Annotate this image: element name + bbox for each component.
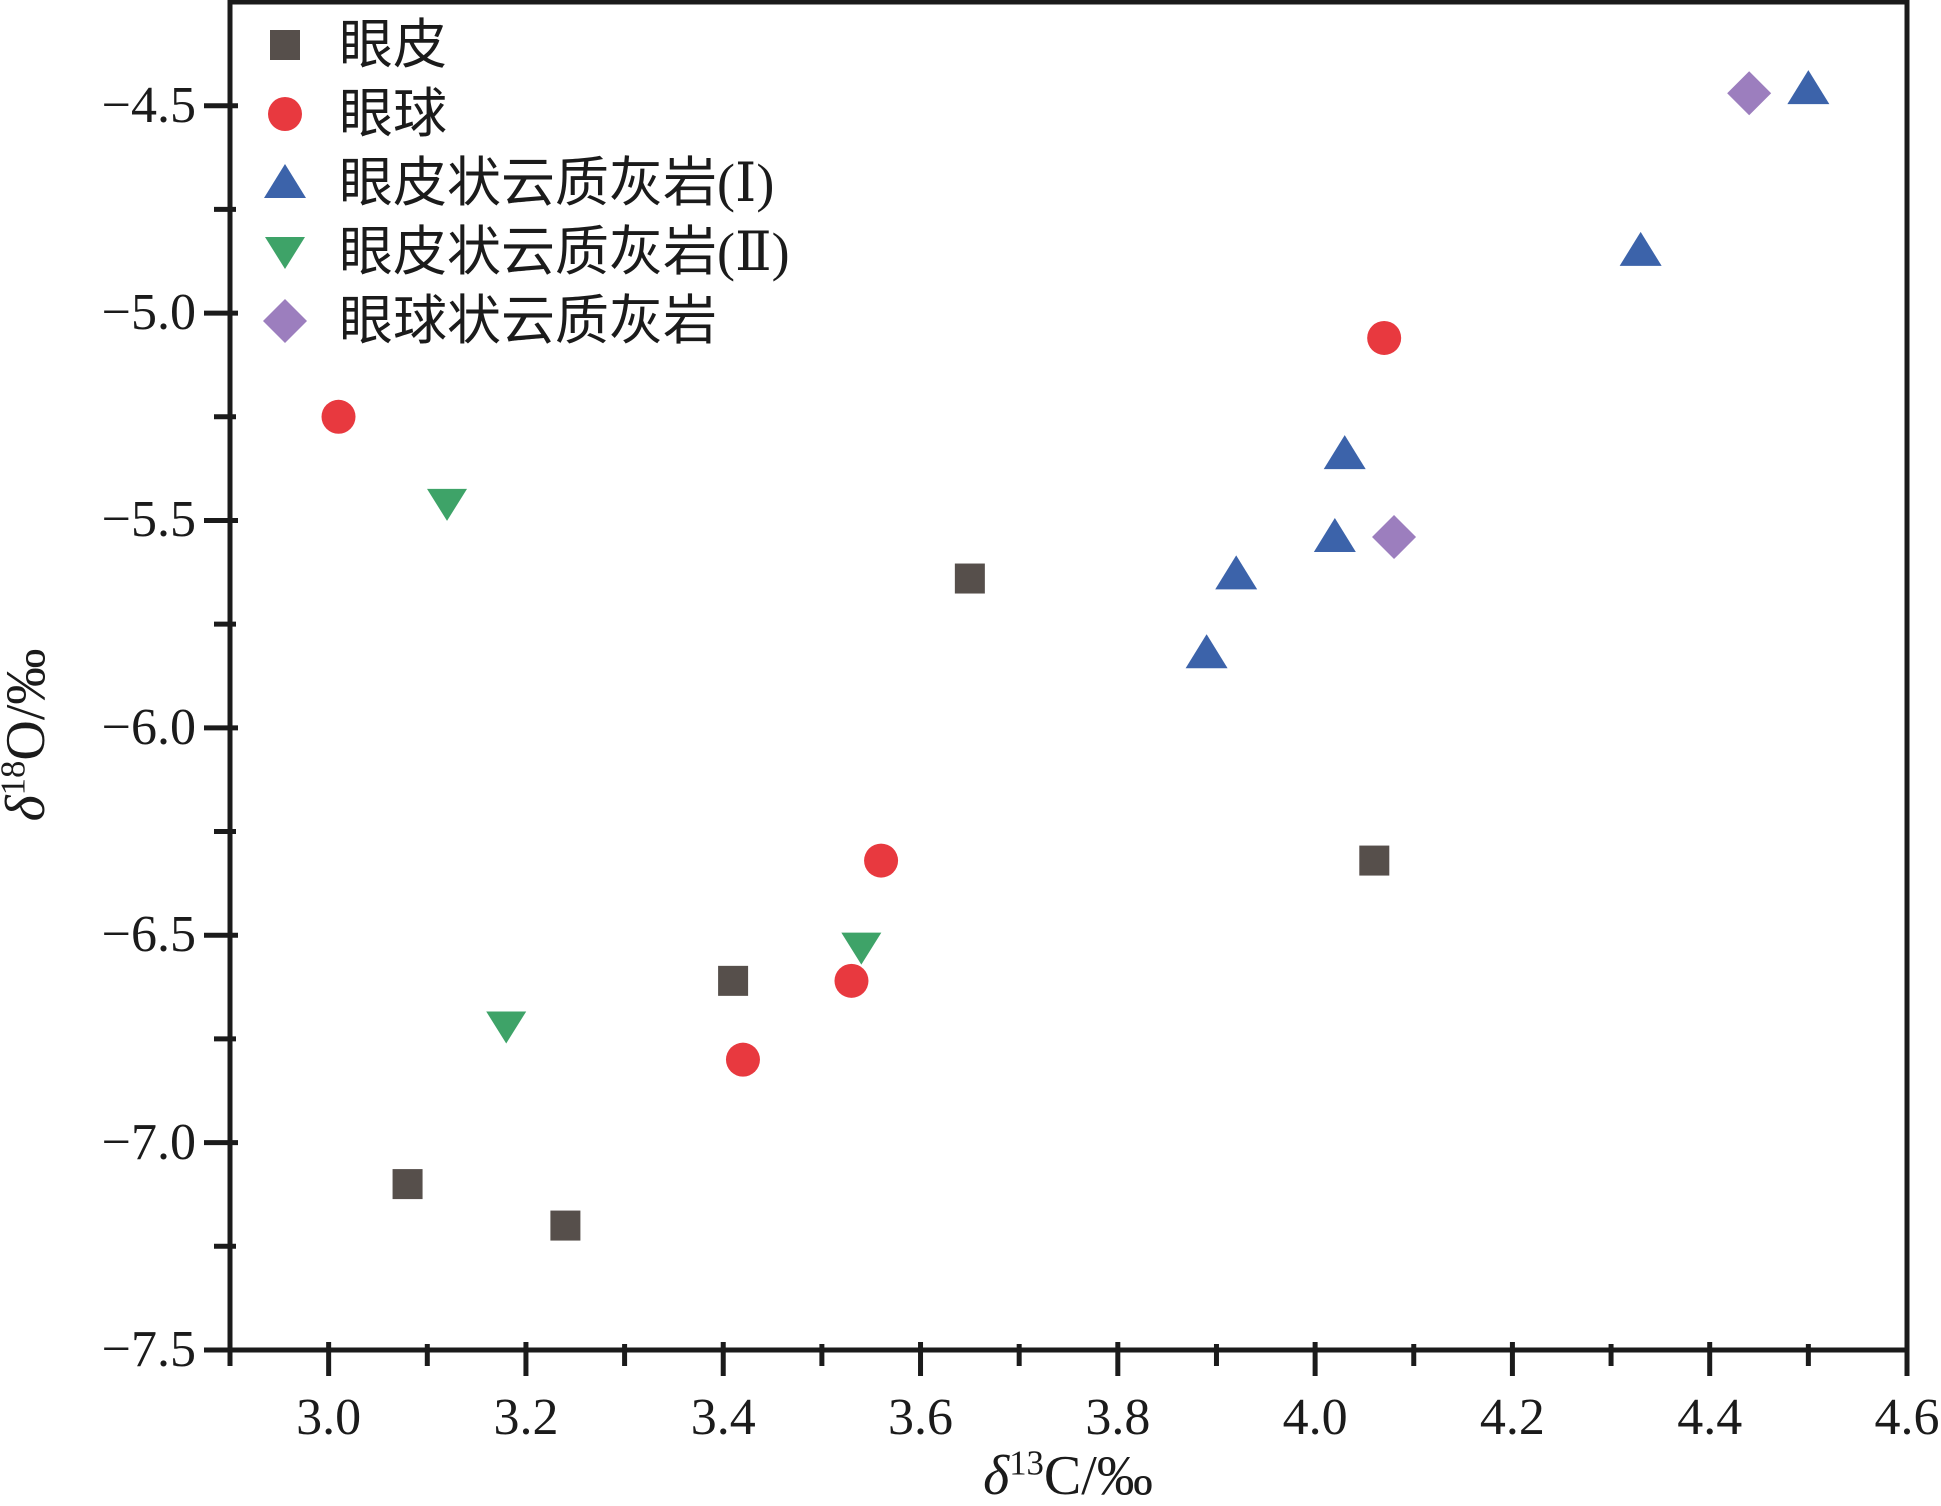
data-point-circle [321,399,356,434]
y-axis-superscript: 18 [0,760,33,796]
x-tick-label: 4.2 [1479,1389,1545,1446]
triangle-down-legend-marker-icon [265,236,305,269]
legend-label: 眼皮状云质灰岩(Ⅰ) [339,152,775,213]
plot-frame [227,0,1910,1353]
triangle-up-marker-icon [264,163,306,198]
data-point-diamond [1372,515,1417,560]
y-axis-symbol: δ [0,795,57,822]
circle-marker-icon [268,96,302,131]
data-point-square [392,1169,423,1200]
data-point-triangle-up [1313,518,1356,553]
x-tick-label: 3.6 [888,1389,954,1446]
data-point-square [550,1210,581,1241]
x-axis-unit: C/‰ [1043,1445,1153,1506]
x-tick-label: 3.4 [690,1389,756,1446]
data-point-diamond [1727,71,1772,116]
y-tick-label: −6.5 [101,906,196,964]
y-tick-label: −4.5 [101,76,196,134]
legend-label: 眼皮状云质灰岩(Ⅱ) [339,221,790,282]
x-tick-label: 3.2 [493,1389,559,1446]
x-axis-label: δ13C/‰ [983,1445,1153,1506]
x-tick-label: 4.6 [1874,1389,1940,1446]
triangle-up-legend-marker-icon [264,163,306,198]
data-point-square [1359,845,1390,876]
data-point-circle [725,1042,760,1077]
legend-item-4: 眼皮状云质灰岩(Ⅱ) [255,217,790,286]
data-point-circle [864,843,899,878]
y-axis-label: δ18O/‰ [0,648,57,822]
y-tick-label: −7.0 [101,1113,196,1171]
legend: 眼皮眼球眼皮状云质灰岩(Ⅰ) 眼皮状云质灰岩(Ⅱ) 眼球状云质灰岩 [255,10,790,355]
legend-label: 眼球 [339,83,447,144]
data-point-triangle-down [841,932,882,965]
x-tick-label: 3.0 [296,1389,362,1446]
x-tick-label: 3.8 [1085,1389,1151,1446]
y-tick-label: −6.0 [101,698,196,756]
y-tick-label: −7.5 [101,1321,196,1378]
data-point-triangle-up [1215,555,1258,590]
x-tick-label: 4.4 [1677,1389,1743,1446]
y-tick-label: −5.0 [101,284,196,342]
diamond-marker-icon [263,298,307,343]
square-marker-icon [270,29,300,60]
data-point-triangle-up [1787,70,1830,105]
y-axis-unit: O/‰ [0,648,57,761]
data-point-square [954,563,985,594]
data-point-triangle-down [486,1011,527,1044]
legend-label: 眼球状云质灰岩 [339,290,717,351]
diamond-legend-marker-icon [263,298,307,343]
triangle-down-marker-icon [265,236,305,269]
data-point-triangle-up [1185,634,1228,669]
legend-item-3: 眼皮状云质灰岩(Ⅰ) [255,148,790,217]
data-point-triangle-up [1619,231,1662,266]
circle-legend-marker-icon [268,96,302,131]
data-point-square [718,965,749,996]
legend-item-5: 眼球状云质灰岩 [255,286,790,355]
data-point-circle [1367,320,1402,355]
legend-item-2: 眼球 [255,79,790,148]
x-axis-superscript: 13 [1009,1443,1044,1483]
square-legend-marker-icon [270,29,300,60]
x-axis-symbol: δ [983,1445,1010,1506]
data-point-triangle-up [1323,435,1366,470]
x-tick-label: 4.0 [1282,1389,1348,1446]
y-tick-label: −5.5 [101,491,196,549]
legend-label: 眼皮 [339,14,447,75]
data-point-triangle-down [427,488,468,521]
legend-item-1: 眼皮 [255,10,790,79]
data-point-circle [834,963,869,998]
